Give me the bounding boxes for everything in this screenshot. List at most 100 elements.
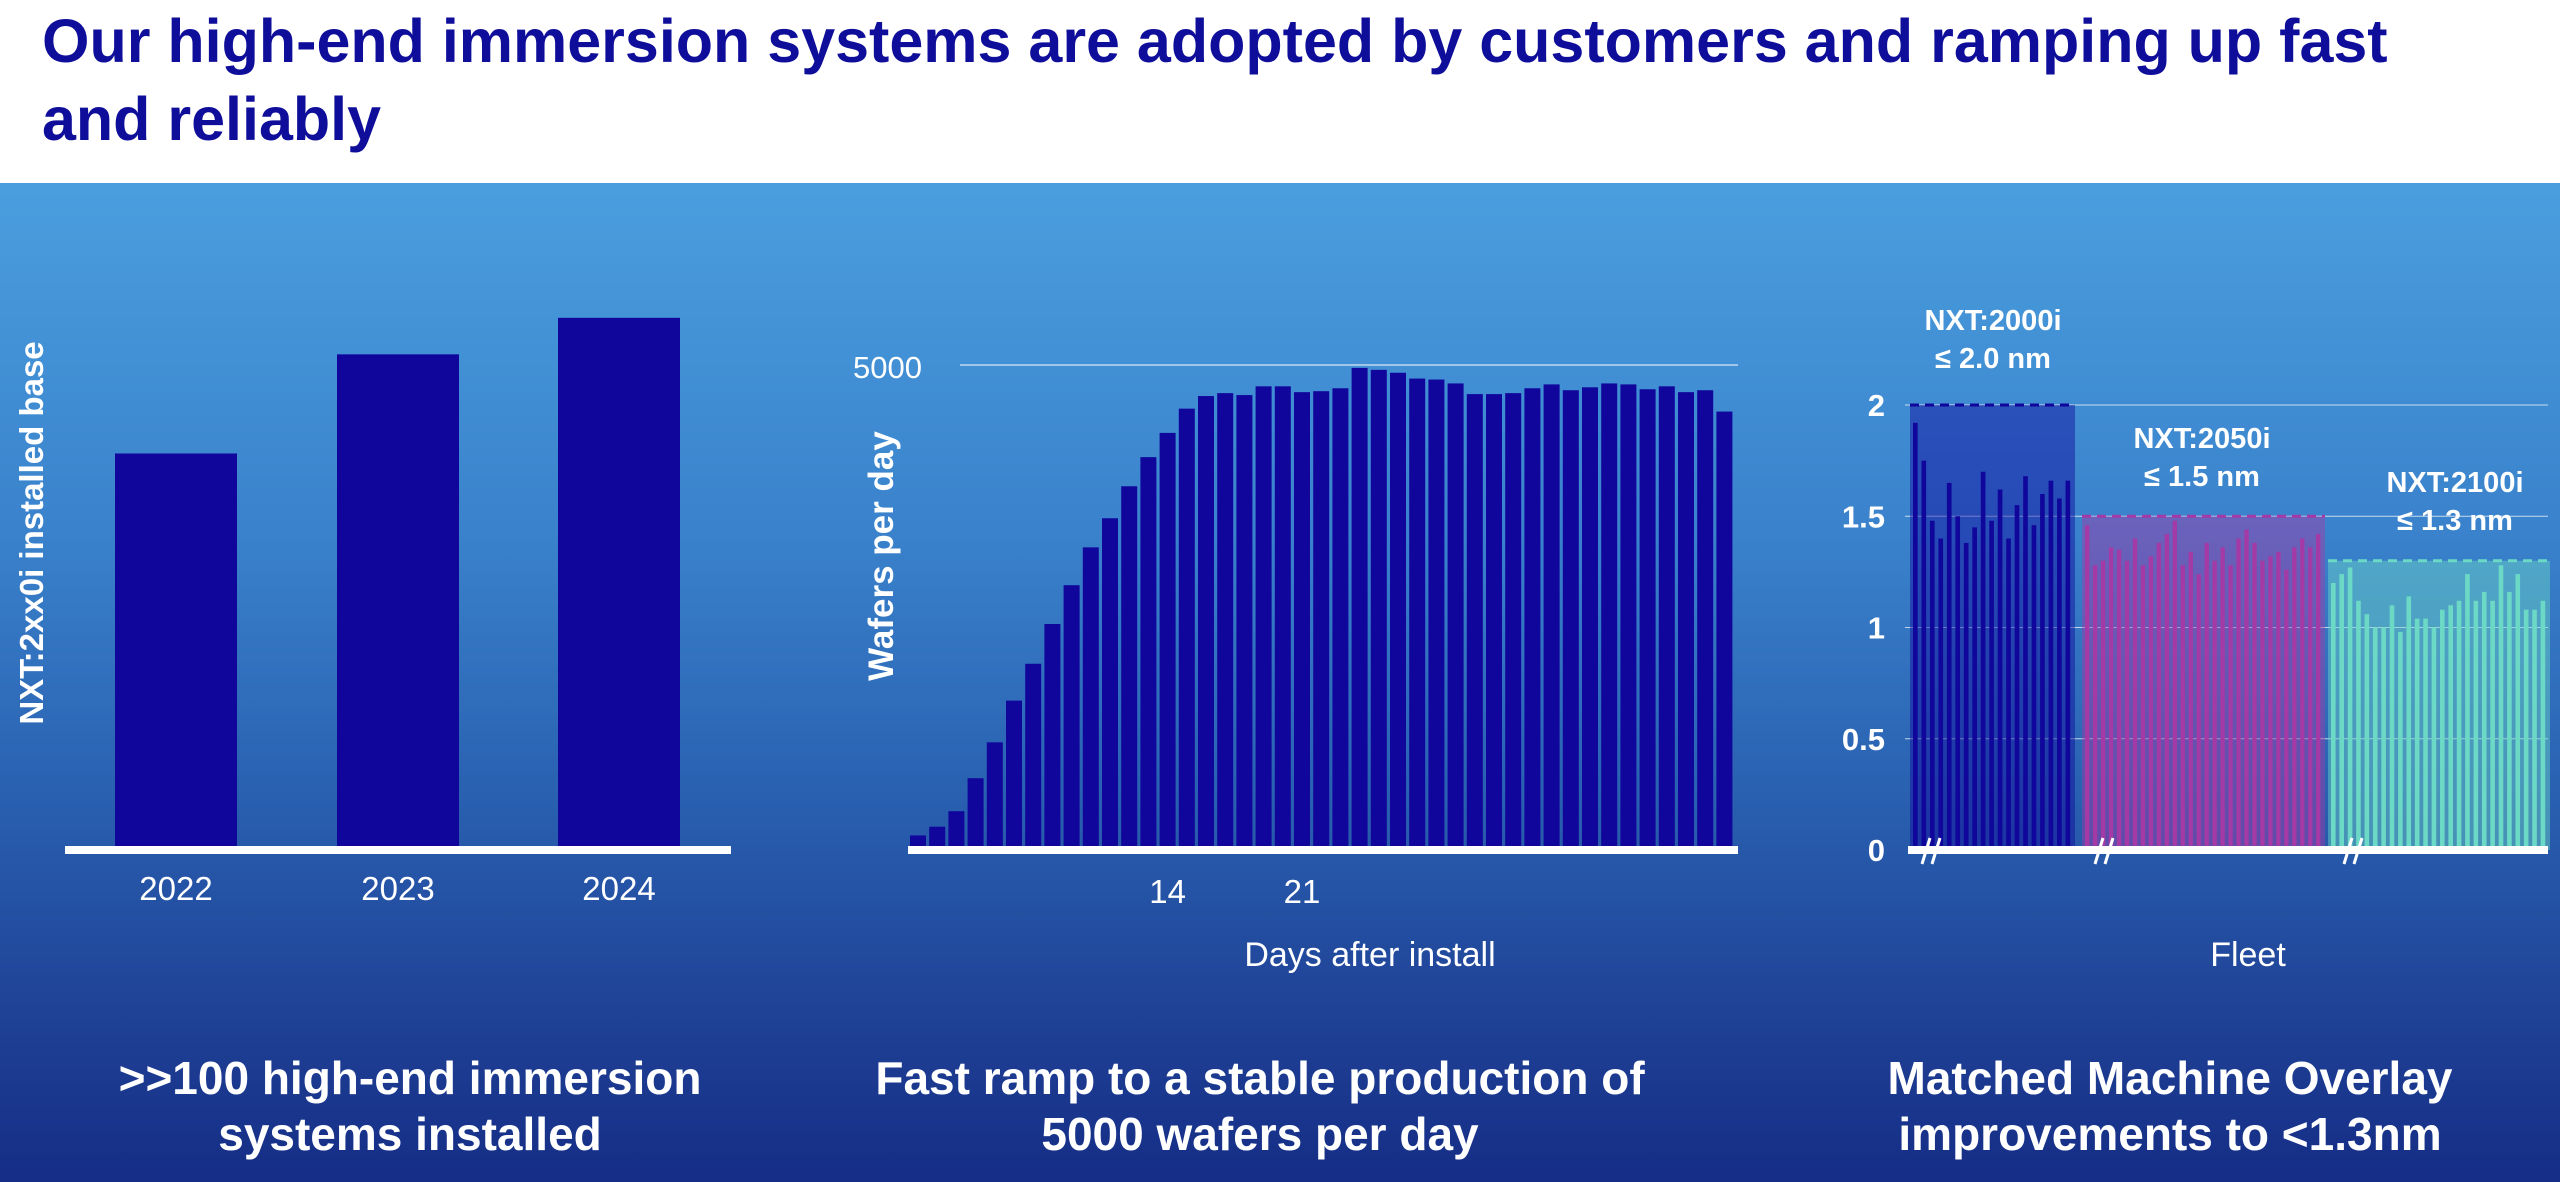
overlay-bar	[2220, 547, 2225, 850]
wafers-bar	[1178, 408, 1195, 850]
overlay-bar	[2456, 600, 2462, 850]
overlay-bar	[2116, 549, 2122, 850]
overlay-bar	[2448, 605, 2453, 850]
year-tick-label: 2023	[361, 870, 434, 907]
overlay-bar	[2276, 551, 2281, 850]
overlay-bar	[2431, 627, 2437, 850]
day-tick-label: 14	[1149, 873, 1186, 910]
caption-ramp-line1: Fast ramp to a stable production of	[875, 1052, 1645, 1104]
caption-overlay-line1: Matched Machine Overlay	[1887, 1052, 2453, 1104]
wafers-bar	[1658, 386, 1675, 850]
axis-break-mark	[1930, 837, 1942, 865]
overlay-bar	[1989, 520, 1994, 850]
overlay-bar	[2244, 529, 2249, 850]
caption-installed-base-line1: >>100 high-end immersion	[118, 1052, 702, 1104]
wafers-bar	[1044, 623, 1061, 850]
overlay-bar	[2065, 480, 2071, 850]
wafers-bar	[1332, 388, 1349, 850]
overlay-bar	[1929, 520, 1935, 850]
wafers-ytick-label: 5000	[853, 350, 922, 385]
wafers-bar	[1082, 547, 1099, 850]
series-name-label: NXT:2100i	[2386, 467, 2523, 499]
series-spec-label: ≤ 1.5 nm	[2144, 461, 2260, 493]
overlay-bar	[2040, 494, 2045, 850]
wafers-bar	[1159, 432, 1176, 850]
overlay-bar	[2507, 591, 2512, 850]
installed-base-chart: NXT:2xx0i installed base 2022 2023 2024	[13, 317, 731, 907]
wafers-bar	[1274, 386, 1291, 850]
days-after-install-axis-label: Days after install	[1244, 936, 1495, 974]
overlay-bar	[2540, 600, 2546, 850]
overlay-bar	[1955, 516, 1961, 850]
wafers-bar	[1025, 663, 1042, 850]
axis-break-mark	[2093, 837, 2105, 865]
overlay-ytick-label: 0.5	[1842, 722, 1885, 757]
installed-base-bar	[558, 317, 680, 851]
day-tick-label: 21	[1284, 873, 1321, 910]
overlay-bar	[2347, 567, 2353, 850]
wafers-bar	[1582, 387, 1598, 850]
overlay-bar	[2532, 609, 2537, 850]
wafers-bar	[1236, 395, 1253, 850]
wafers-bar	[1601, 383, 1618, 850]
overlay-bar	[2164, 534, 2170, 850]
overlay-bar	[2515, 574, 2521, 850]
caption-overlay: Matched Machine Overlay improvements to …	[1790, 1050, 2550, 1162]
overlay-bar	[2268, 556, 2273, 850]
installed-base-axis-label: NXT:2xx0i installed base	[13, 341, 50, 724]
overlay-bar	[2180, 565, 2185, 850]
overlay-bar	[2057, 498, 2062, 850]
overlay-bar	[2364, 614, 2370, 850]
overlay-bar	[2481, 591, 2487, 850]
wafers-bar	[1678, 392, 1694, 850]
overlay-bar	[2023, 476, 2028, 850]
wafers-bar	[1524, 388, 1541, 850]
series-spec-label: ≤ 1.3 nm	[2397, 505, 2513, 537]
wafers-bar	[1447, 383, 1464, 850]
wafers-bar	[1313, 391, 1330, 850]
series-name-label: NXT:2000i	[1924, 305, 2061, 337]
wafers-bar	[1063, 585, 1080, 850]
wafers-bar	[1121, 486, 1138, 850]
series-name-label: NXT:2050i	[2133, 423, 2270, 455]
wafers-x-axis	[908, 846, 1738, 854]
wafers-bar	[1562, 390, 1579, 850]
overlay-bar	[2100, 560, 2106, 850]
wafers-bar	[1294, 392, 1310, 850]
overlay-bar	[2490, 600, 2495, 850]
wafers-bar	[1390, 372, 1406, 850]
wafers-bar	[1543, 384, 1560, 850]
overlay-bar	[2228, 565, 2233, 850]
wafers-bar	[1428, 379, 1445, 850]
overlay-ytick-label: 2	[1868, 388, 1885, 423]
overlay-bar	[2292, 547, 2297, 850]
overlay-chart: Fleet 0 0.5 1 1.5 2 NXT:2000i ≤ 2.0 nm NXT:2050…	[1842, 305, 2550, 974]
overlay-bar	[2172, 520, 2178, 850]
wafers-bar	[1639, 389, 1656, 850]
overlay-bar	[2414, 618, 2420, 850]
wafers-bar	[1255, 386, 1272, 850]
overlay-bar	[2156, 542, 2162, 850]
year-tick-label: 2024	[582, 870, 655, 907]
overlay-bar	[2523, 609, 2529, 850]
wafers-bar	[1620, 384, 1637, 850]
overlay-bar	[2132, 538, 2138, 850]
overlay-bar	[2092, 565, 2098, 850]
overlay-bar	[2196, 574, 2201, 850]
overlay-ytick-label: 1	[1868, 611, 1885, 646]
overlay-bar	[2014, 505, 2020, 850]
wafers-bar	[1006, 700, 1022, 850]
slide-header: Our high-end immersion systems are adopt…	[0, 0, 2560, 183]
wafers-bar	[1102, 518, 1118, 850]
caption-ramp: Fast ramp to a stable production of 5000…	[830, 1050, 1690, 1162]
caption-overlay-line2: improvements to <1.3nm	[1898, 1108, 2442, 1160]
installed-base-x-axis	[65, 846, 731, 854]
overlay-bar	[2300, 538, 2305, 850]
installed-base-bar	[337, 354, 459, 850]
overlay-x-axis	[1908, 846, 2548, 854]
wafers-bar	[1697, 390, 1714, 850]
overlay-bar	[2406, 596, 2412, 850]
wafers-bar	[1217, 393, 1234, 850]
wafers-bar	[1140, 457, 1157, 850]
